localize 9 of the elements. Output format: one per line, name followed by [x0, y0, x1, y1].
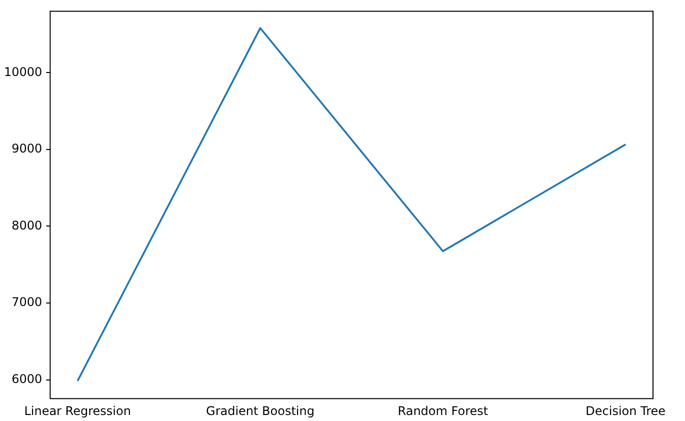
x-tick-label: Linear Regression: [24, 404, 131, 418]
x-tick-label: Gradient Boosting: [206, 404, 314, 418]
y-tick-label: 9000: [12, 142, 42, 156]
x-tick-label: Random Forest: [398, 404, 488, 418]
y-tick-label: 7000: [12, 295, 42, 310]
x-tick-label: Decision Tree: [586, 404, 666, 418]
y-tick-label: 6000: [12, 372, 42, 386]
y-tick-label: 8000: [12, 218, 42, 232]
y-tick-label: 10000: [4, 64, 42, 79]
